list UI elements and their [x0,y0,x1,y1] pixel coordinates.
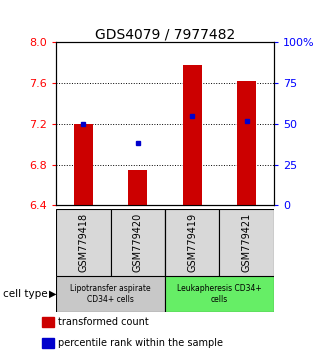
Bar [237,81,256,205]
Bar [56,209,111,276]
Text: GSM779418: GSM779418 [78,213,88,272]
Text: GSM779421: GSM779421 [242,213,252,272]
Text: Lipotransfer aspirate
CD34+ cells: Lipotransfer aspirate CD34+ cells [70,284,151,303]
Bar [56,276,165,312]
Bar [74,124,93,205]
Text: percentile rank within the sample: percentile rank within the sample [58,338,223,348]
Text: GSM779420: GSM779420 [133,213,143,272]
Bar [42,316,54,327]
Bar [128,170,147,205]
Bar [165,209,219,276]
Text: cell type: cell type [3,289,48,299]
Text: GSM779419: GSM779419 [187,213,197,272]
Text: transformed count: transformed count [58,317,149,327]
Bar [219,209,274,276]
Title: GDS4079 / 7977482: GDS4079 / 7977482 [95,27,235,41]
Bar [111,209,165,276]
Text: Leukapheresis CD34+
cells: Leukapheresis CD34+ cells [177,284,262,303]
Bar [165,276,274,312]
Bar [42,338,54,348]
Bar [183,65,202,205]
Text: ▶: ▶ [49,289,56,299]
